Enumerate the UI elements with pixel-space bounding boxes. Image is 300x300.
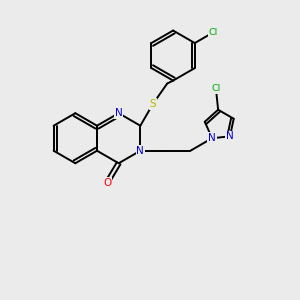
Text: Cl: Cl xyxy=(211,84,220,93)
Text: Cl: Cl xyxy=(208,28,218,37)
Text: S: S xyxy=(150,99,156,109)
Text: N: N xyxy=(115,108,122,118)
Text: N: N xyxy=(208,133,216,143)
Text: N: N xyxy=(136,146,144,156)
Text: O: O xyxy=(103,178,111,188)
Text: N: N xyxy=(226,131,234,141)
